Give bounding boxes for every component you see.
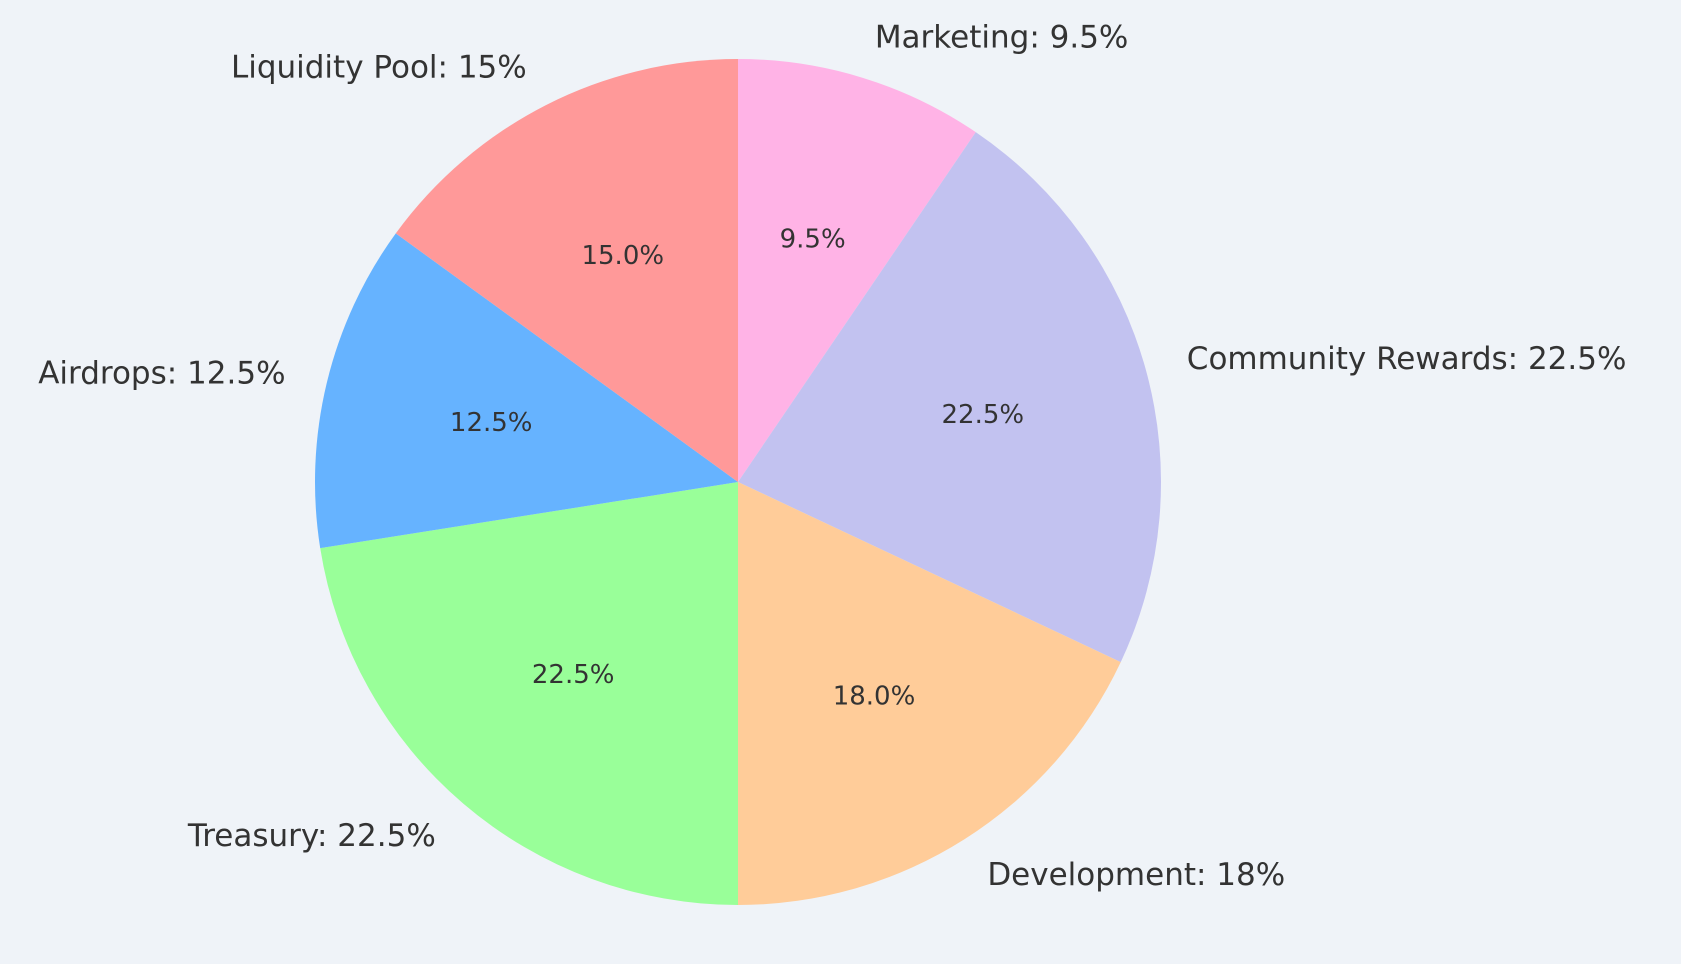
slice-community-rewards bbox=[738, 132, 1161, 663]
percent-labels: 9.5% 22.5% 18.0% 22.5% 12.5% 15.0% bbox=[450, 224, 1024, 711]
percent-label-airdrops: 12.5% bbox=[450, 408, 533, 438]
slice-label-airdrops: Airdrops: 12.5% bbox=[38, 355, 285, 391]
slice-label-liquidity-pool: Liquidity Pool: 15% bbox=[231, 49, 527, 85]
slice-marketing bbox=[738, 59, 976, 482]
pie-slices bbox=[315, 58, 1161, 905]
slice-development bbox=[738, 482, 1121, 905]
percent-label-treasury: 22.5% bbox=[532, 660, 615, 690]
percent-label-development: 18.0% bbox=[833, 681, 916, 711]
slice-label-treasury: Treasury: 22.5% bbox=[187, 818, 436, 854]
slice-treasury bbox=[320, 482, 738, 905]
percent-label-community-rewards: 22.5% bbox=[942, 400, 1025, 430]
percent-label-marketing: 9.5% bbox=[780, 224, 846, 254]
slice-label-development: Development: 18% bbox=[987, 857, 1285, 893]
slice-labels: Marketing: 9.5% Community Rewards: 22.5% D… bbox=[38, 19, 1626, 893]
slice-liquidity-pool bbox=[395, 58, 738, 482]
slice-label-community-rewards: Community Rewards: 22.5% bbox=[1187, 341, 1627, 377]
slice-label-marketing: Marketing: 9.5% bbox=[875, 19, 1129, 55]
slice-airdrops bbox=[315, 233, 738, 549]
percent-label-liquidity-pool: 15.0% bbox=[581, 241, 664, 271]
